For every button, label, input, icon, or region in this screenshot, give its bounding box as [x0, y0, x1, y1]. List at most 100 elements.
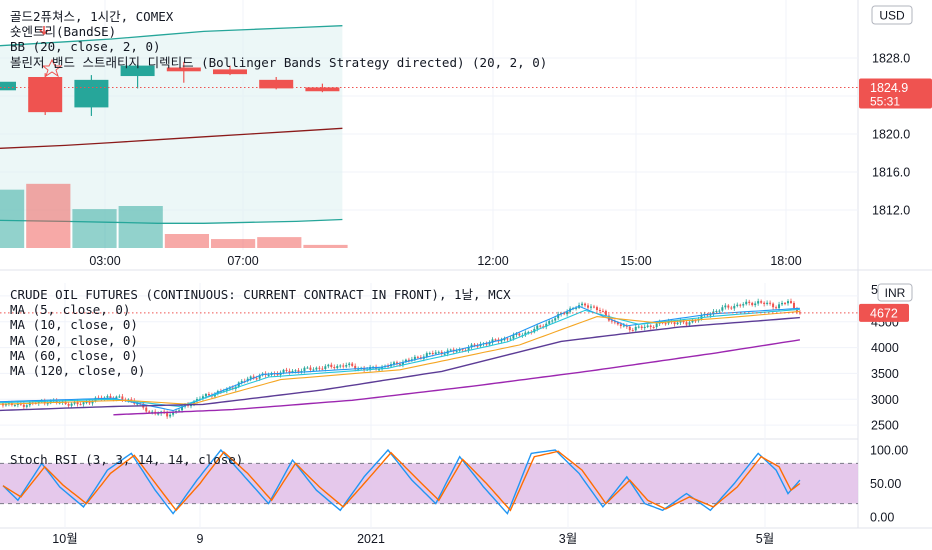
daily-candle-body [545, 323, 548, 327]
daily-candle-body [494, 339, 497, 341]
daily-candle-body [778, 304, 781, 309]
bottom-price-tick: 4000 [871, 341, 899, 355]
daily-candle-body [303, 367, 306, 372]
daily-candle-body [169, 414, 172, 417]
daily-candle-body [613, 321, 616, 323]
top-time-tick: 12:00 [477, 254, 508, 268]
daily-candle-body [70, 403, 73, 406]
daily-candle-body [458, 349, 461, 351]
daily-candle-body [118, 396, 121, 398]
daily-candle-body [733, 305, 736, 309]
daily-candle-body [518, 333, 521, 336]
daily-candle-body [204, 393, 207, 397]
daily-candle-body [769, 302, 772, 304]
bb-basis-line [0, 127, 343, 149]
daily-candle-body [563, 313, 566, 315]
daily-candle-body [604, 310, 607, 316]
daily-candle-body [500, 340, 503, 342]
daily-candle-body [798, 312, 801, 314]
daily-candle-body [401, 361, 404, 365]
daily-candle-body [566, 311, 569, 315]
daily-candle-body [64, 401, 67, 404]
daily-candle-body [19, 403, 22, 405]
inr-badge [877, 283, 913, 302]
candle-body [166, 67, 201, 72]
daily-candle-body [76, 402, 79, 405]
daily-candle-body [88, 402, 91, 404]
daily-candle-body [404, 359, 407, 362]
daily-candle-body [28, 402, 31, 406]
daily-candle-body [407, 359, 410, 361]
daily-candle-body [431, 353, 434, 355]
bottom-time-tick: 2021 [357, 532, 385, 546]
daily-candle-body [718, 310, 721, 312]
daily-candle-body [628, 326, 631, 331]
daily-candle-body [398, 364, 401, 366]
daily-candle-body [595, 307, 598, 311]
daily-candle-body [324, 366, 327, 370]
indicator-strategy: 볼린저 밴드 스트래티지 디렉티드 (Bollinger Bands Strat… [10, 54, 548, 70]
daily-candle-body [73, 402, 76, 404]
daily-candle-body [539, 325, 542, 327]
daily-candle-body [443, 353, 446, 355]
daily-candle-body [258, 375, 261, 379]
ma-line-ma-20 [0, 310, 800, 405]
top-legend: 골드2퓨쳐스, 1시간, COMEX 숏엔트리(BandSE) BB (20, … [10, 9, 547, 70]
candle-body [0, 81, 16, 91]
daily-candle-body [694, 320, 697, 322]
daily-candle-body [22, 404, 25, 407]
daily-candle-body [581, 303, 584, 306]
daily-candle-body [634, 326, 637, 331]
daily-candle-body [760, 301, 763, 303]
top-time-tick: 03:00 [89, 254, 120, 268]
candle-body [213, 69, 247, 75]
daily-candle-body [378, 369, 381, 371]
daily-candle-body [584, 303, 587, 306]
daily-candle-body [685, 322, 688, 325]
top-header: 골드2퓨쳐스, 1시간, COMEX [10, 9, 174, 24]
bottom-legend: CRUDE OIL FUTURES (CONTINUOUS: CURRENT C… [10, 287, 511, 378]
daily-candle-body [351, 363, 354, 366]
stoch-legend: Stoch RSI (3, 3, 14, 14, close) [10, 452, 244, 467]
daily-candle-body [172, 411, 175, 415]
daily-candle-body [721, 307, 724, 311]
daily-candle-body [410, 359, 413, 361]
daily-candle-body [467, 347, 470, 351]
top-price-tick: 1816.0 [872, 166, 910, 180]
daily-candle-body [637, 326, 640, 328]
daily-candle-body [327, 364, 330, 367]
daily-candle-body [130, 399, 133, 401]
volume-bar [26, 183, 71, 248]
daily-candle-body [724, 305, 727, 308]
candle-body [74, 79, 109, 108]
daily-candle-body [297, 370, 300, 372]
daily-candle-body [91, 401, 94, 404]
top-time-tick: 15:00 [620, 254, 651, 268]
top-time-tick: 18:00 [770, 254, 801, 268]
daily-candle-body [643, 326, 646, 329]
bottom-price-tick-5000: 5 [871, 283, 878, 297]
daily-candle-body [190, 405, 193, 407]
daily-candle-body [201, 396, 204, 399]
candle-body [259, 79, 294, 89]
daily-candle-body [616, 322, 619, 325]
daily-candle-body [106, 396, 109, 398]
daily-candle-body [145, 407, 148, 412]
daily-candle-body [16, 403, 19, 405]
daily-candle-body [255, 378, 258, 380]
daily-candle-body [151, 411, 154, 413]
daily-candle-body [787, 301, 790, 304]
stoch-line-k [2, 448, 801, 515]
daily-candle-body [715, 310, 718, 312]
daily-candle-body [428, 353, 431, 355]
daily-candle-body [348, 363, 351, 366]
ma-5-legend: MA (5, close, 0) [10, 302, 131, 318]
daily-candle-body [766, 302, 769, 304]
daily-candle-body [121, 396, 124, 400]
daily-candle-body [330, 364, 333, 367]
daily-candle-body [249, 376, 252, 379]
daily-candle-body [181, 406, 184, 411]
daily-candle-body [491, 339, 494, 343]
daily-candle-body [592, 306, 595, 308]
